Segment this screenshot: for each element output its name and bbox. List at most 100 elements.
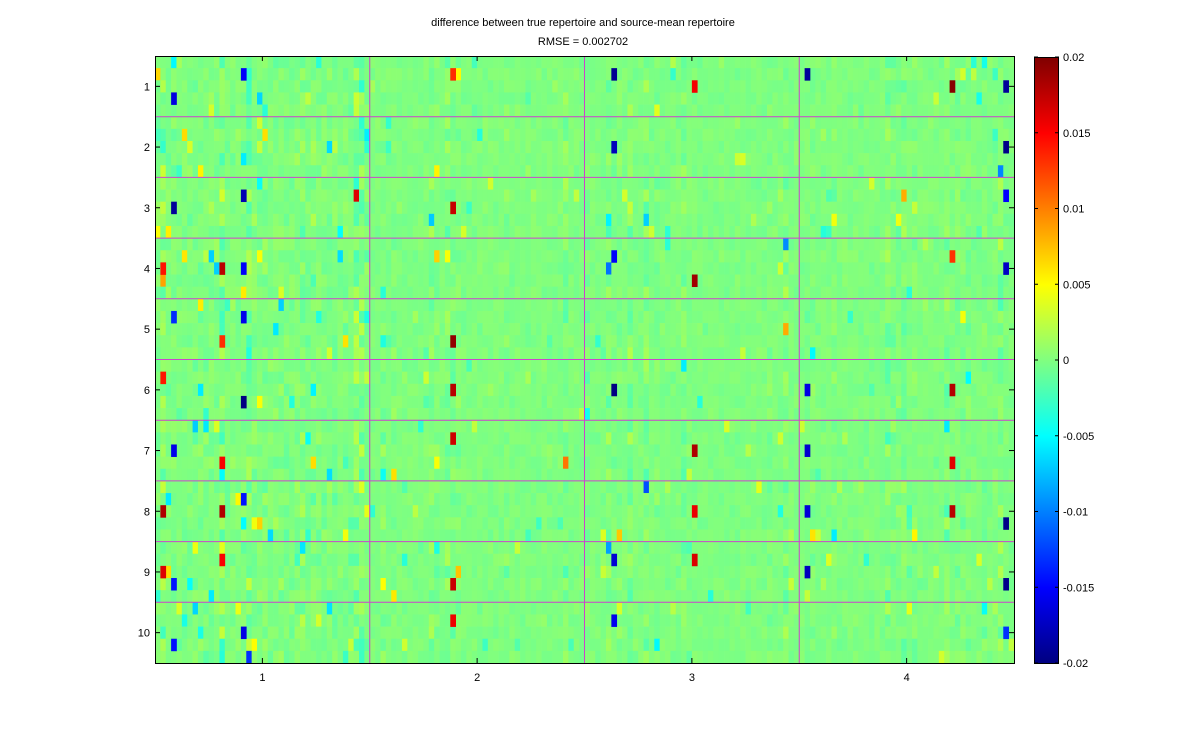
heatmap-cell xyxy=(305,153,312,166)
heatmap-cell xyxy=(509,310,516,324)
heatmap-cell xyxy=(949,225,956,239)
heatmap-cell xyxy=(686,92,693,105)
heatmap-cell xyxy=(890,359,897,372)
heatmap-cell xyxy=(981,177,988,190)
heatmap-cell xyxy=(181,310,188,324)
heatmap-cell xyxy=(520,153,526,166)
heatmap-cell xyxy=(627,140,634,154)
heatmap-cell xyxy=(289,359,295,372)
heatmap-cell xyxy=(316,80,322,93)
heatmap-cell xyxy=(294,371,301,385)
heatmap-cell xyxy=(192,274,199,288)
heatmap-cell xyxy=(971,262,977,275)
heatmap-cell xyxy=(359,153,365,166)
heatmap-cell xyxy=(407,286,414,300)
heatmap-cell xyxy=(831,250,838,263)
heatmap-cell xyxy=(605,189,612,203)
heatmap-cell xyxy=(160,116,167,130)
heatmap-cell xyxy=(922,68,929,81)
heatmap-cell xyxy=(665,177,671,190)
heatmap-cell xyxy=(428,140,435,154)
heatmap-cell xyxy=(933,177,940,190)
heatmap-cell xyxy=(707,213,714,227)
heatmap-cell xyxy=(724,395,730,409)
heatmap-cell xyxy=(724,347,730,360)
heatmap-cell xyxy=(954,92,961,105)
heatmap-cell xyxy=(917,408,924,421)
heatmap-cell xyxy=(541,213,548,227)
heatmap-cell xyxy=(756,420,763,433)
heatmap-cell xyxy=(230,420,236,433)
heatmap-cell xyxy=(299,347,306,360)
heatmap-cell xyxy=(573,395,580,409)
heatmap-cell xyxy=(278,153,285,166)
heatmap-cell xyxy=(901,286,907,300)
heatmap-cell xyxy=(380,335,387,348)
heatmap-cell xyxy=(906,104,913,118)
heatmap-cell xyxy=(616,298,623,312)
heatmap-cell xyxy=(922,274,929,288)
heatmap-cell xyxy=(536,347,542,360)
heatmap-cell xyxy=(734,116,741,130)
heatmap-cell xyxy=(444,177,451,190)
heatmap-cell xyxy=(718,213,725,227)
heatmap-cell xyxy=(294,432,301,445)
heatmap-cell xyxy=(541,347,548,360)
heatmap-cell xyxy=(471,80,478,93)
heatmap-cell xyxy=(246,274,252,288)
heatmap-cell xyxy=(847,262,854,275)
heatmap-cell xyxy=(772,238,779,251)
heatmap-cell xyxy=(181,201,188,215)
heatmap-cell xyxy=(767,286,773,300)
heatmap-cell xyxy=(852,310,859,324)
heatmap-cell xyxy=(616,262,623,275)
heatmap-cell xyxy=(869,153,875,166)
heatmap-cell xyxy=(809,238,816,251)
heatmap-cell xyxy=(192,56,199,69)
heatmap-cell xyxy=(487,395,494,409)
heatmap-cell xyxy=(579,165,585,178)
heatmap-cell xyxy=(675,68,682,81)
heatmap-cell xyxy=(305,201,312,215)
heatmap-cell xyxy=(901,80,907,93)
heatmap-cell xyxy=(686,286,693,300)
heatmap-cell xyxy=(294,177,301,190)
heatmap-cell xyxy=(187,165,193,178)
heatmap-cell xyxy=(879,56,886,69)
heatmap-cell xyxy=(375,56,381,69)
heatmap-cell xyxy=(407,68,414,81)
heatmap-cell xyxy=(461,80,467,93)
heatmap-cell xyxy=(557,408,564,421)
heatmap-cell xyxy=(654,408,661,421)
heatmap-cell xyxy=(976,92,983,105)
heatmap-cell xyxy=(342,262,349,275)
heatmap-cell xyxy=(219,128,226,142)
heatmap-cell xyxy=(299,104,306,118)
heatmap-cell xyxy=(734,165,741,178)
heatmap-cell xyxy=(820,420,827,433)
heatmap-cell xyxy=(627,104,634,118)
heatmap-cell xyxy=(557,250,564,263)
heatmap-cell xyxy=(273,347,279,360)
heatmap-cell xyxy=(503,80,510,93)
heatmap-cell xyxy=(600,140,607,154)
heatmap-cell xyxy=(412,213,419,227)
heatmap-cell xyxy=(788,286,795,300)
heatmap-cell xyxy=(536,116,542,130)
heatmap-cell xyxy=(809,250,816,263)
heatmap-cell xyxy=(262,298,269,312)
heatmap-cell xyxy=(750,201,757,215)
heatmap-cell xyxy=(155,68,161,81)
heatmap-cell xyxy=(691,140,698,154)
heatmap-cell xyxy=(423,104,430,118)
heatmap-cell xyxy=(944,80,950,93)
heatmap-cell xyxy=(192,298,199,312)
heatmap-cell xyxy=(917,395,924,409)
heatmap-cell xyxy=(369,153,376,166)
heatmap-cell xyxy=(938,213,945,227)
heatmap-cell xyxy=(928,177,934,190)
heatmap-cell xyxy=(788,68,795,81)
heatmap-cell xyxy=(568,56,575,69)
heatmap-cell xyxy=(922,92,929,105)
